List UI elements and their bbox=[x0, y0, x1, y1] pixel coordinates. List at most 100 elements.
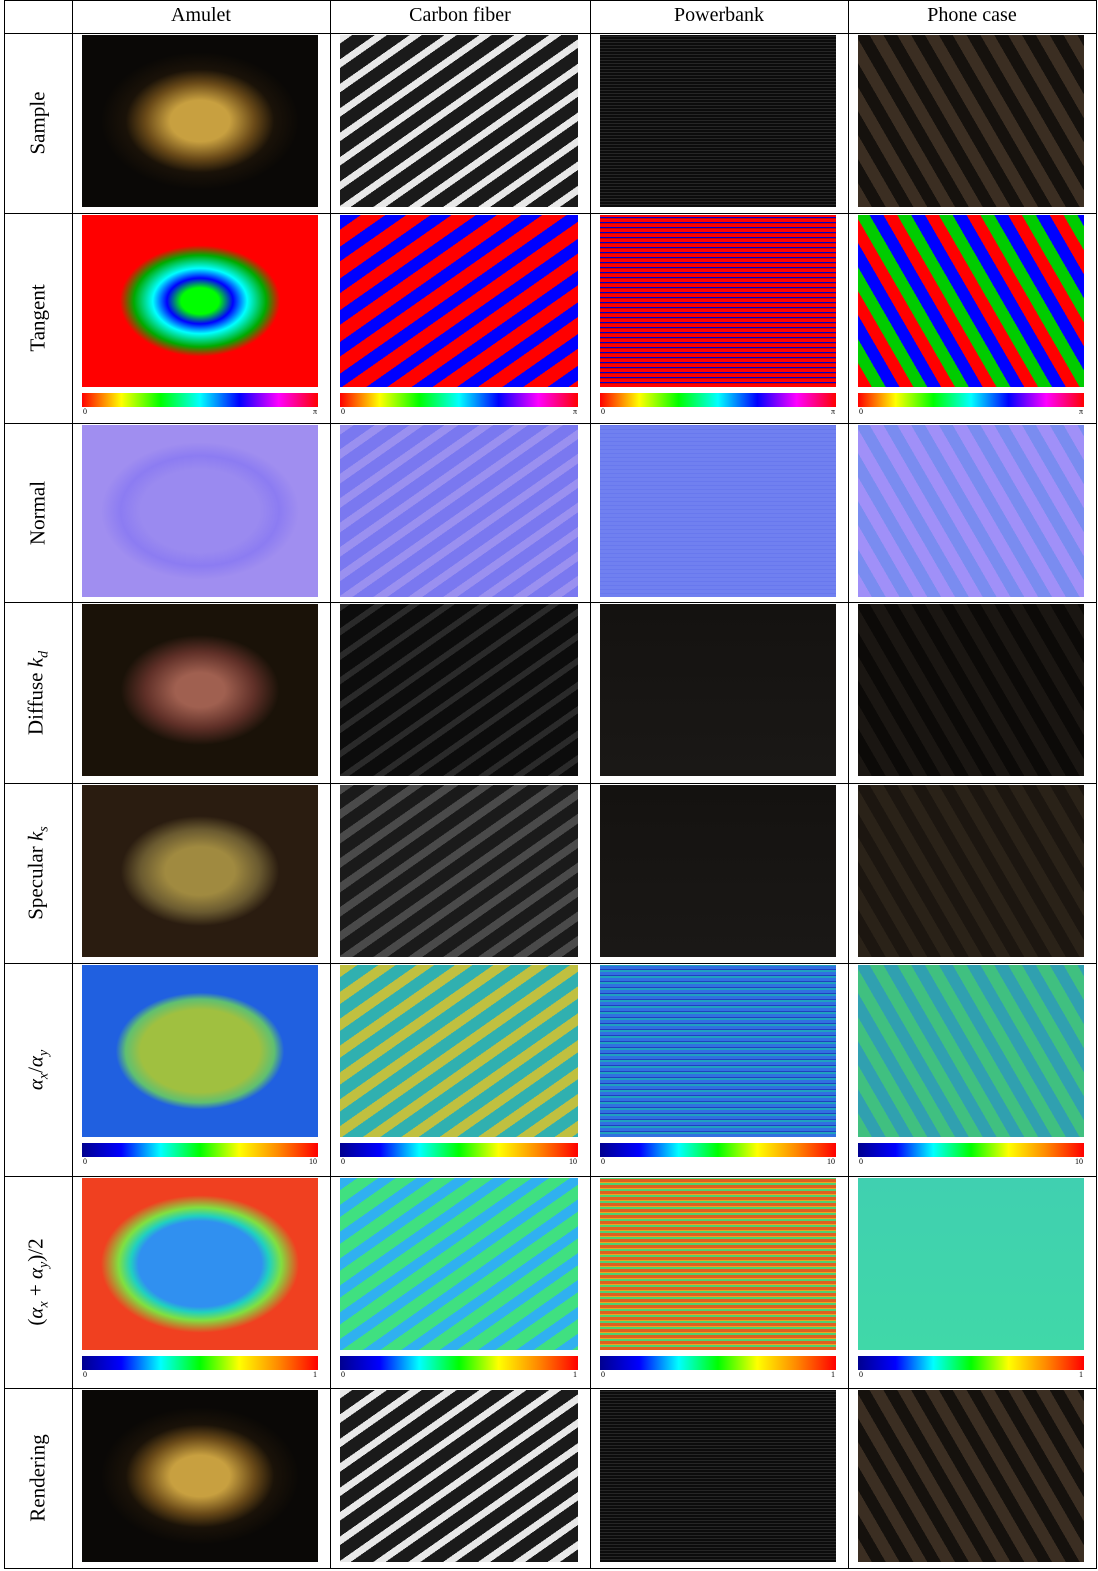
column-header: Carbon fiber bbox=[409, 4, 511, 26]
material-map-image bbox=[82, 604, 318, 776]
material-map-image bbox=[82, 785, 318, 957]
material-map-image bbox=[600, 785, 836, 957]
row-label-part: Specular bbox=[23, 841, 48, 920]
colorbar-min-label: 0 bbox=[601, 1370, 605, 1379]
colorbar-min-label: 0 bbox=[859, 407, 863, 416]
colorbar-max-label: 1 bbox=[313, 1370, 317, 1379]
column-header: Powerbank bbox=[674, 4, 764, 26]
colorbar-min-label: 0 bbox=[859, 1370, 863, 1379]
material-map-image bbox=[600, 215, 836, 387]
row-label-part: + bbox=[23, 1278, 48, 1302]
material-map-image bbox=[858, 35, 1084, 207]
row-label-part: k bbox=[23, 831, 48, 842]
colorbar-min-label: 0 bbox=[341, 407, 345, 416]
material-map-image bbox=[82, 215, 318, 387]
row-label-part: y bbox=[36, 1261, 52, 1268]
colorbar bbox=[340, 1356, 578, 1370]
col-line bbox=[4, 0, 5, 1569]
colorbar-min-label: 0 bbox=[83, 1157, 87, 1166]
material-map-image bbox=[858, 604, 1084, 776]
material-map-image bbox=[340, 1390, 578, 1562]
colorbar-max-label: 1 bbox=[573, 1370, 577, 1379]
colorbar-max-label: 1 bbox=[1079, 1370, 1083, 1379]
material-map-image bbox=[600, 604, 836, 776]
material-map-image bbox=[340, 785, 578, 957]
row-label: Tangent bbox=[26, 284, 51, 351]
row-label-part: Rendering bbox=[25, 1434, 50, 1522]
material-map-image bbox=[340, 35, 578, 207]
row-label: Normal bbox=[26, 480, 51, 544]
material-map-image bbox=[340, 965, 578, 1137]
row-line bbox=[4, 963, 1096, 964]
material-map-image bbox=[858, 1390, 1084, 1562]
colorbar bbox=[340, 1143, 578, 1157]
colorbar-min-label: 0 bbox=[601, 1157, 605, 1166]
colorbar bbox=[858, 1143, 1084, 1157]
row-line bbox=[4, 1388, 1096, 1389]
material-map-image bbox=[600, 1178, 836, 1350]
colorbar bbox=[600, 393, 836, 407]
row-label-part: α bbox=[23, 1267, 48, 1279]
row-label-part: y bbox=[36, 1049, 52, 1056]
row-label-part: α bbox=[23, 1078, 48, 1090]
colorbar-max-label: 10 bbox=[569, 1157, 577, 1166]
colorbar-max-label: 1 bbox=[831, 1370, 835, 1379]
material-map-image bbox=[82, 35, 318, 207]
material-map-image bbox=[600, 425, 836, 597]
row-label-part: / bbox=[23, 1066, 48, 1073]
colorbar bbox=[82, 1143, 318, 1157]
row-label: Specular ks bbox=[24, 826, 53, 920]
material-map-image bbox=[600, 35, 836, 207]
colorbar bbox=[858, 1356, 1084, 1370]
material-map-image bbox=[82, 965, 318, 1137]
row-label-part: x bbox=[36, 1072, 52, 1079]
colorbar-min-label: 0 bbox=[859, 1157, 863, 1166]
row-line bbox=[4, 213, 1096, 214]
row-label: (αx + αy)/2 bbox=[24, 1238, 53, 1325]
colorbar-max-label: 10 bbox=[309, 1157, 317, 1166]
material-map-image bbox=[858, 215, 1084, 387]
colorbar bbox=[858, 393, 1084, 407]
colorbar-min-label: 0 bbox=[341, 1370, 345, 1379]
material-map-image bbox=[340, 425, 578, 597]
material-map-image bbox=[858, 1178, 1084, 1350]
column-header: Amulet bbox=[171, 4, 231, 26]
row-label-part: )/2 bbox=[23, 1238, 48, 1262]
colorbar-min-label: 0 bbox=[341, 1157, 345, 1166]
colorbar-max-label: π bbox=[1078, 407, 1083, 416]
colorbar-min-label: 0 bbox=[83, 407, 87, 416]
colorbar bbox=[600, 1356, 836, 1370]
colorbar-max-label: π bbox=[312, 407, 317, 416]
row-line bbox=[4, 602, 1096, 603]
material-map-image bbox=[858, 785, 1084, 957]
row-label-part: Normal bbox=[25, 480, 50, 545]
colorbar bbox=[82, 393, 318, 407]
row-label-part: Sample bbox=[25, 91, 50, 155]
colorbar bbox=[82, 1356, 318, 1370]
row-label: Rendering bbox=[26, 1434, 51, 1521]
row-label-part: s bbox=[36, 826, 52, 832]
row-line bbox=[4, 1176, 1096, 1177]
colorbar-max-label: π bbox=[572, 407, 577, 416]
colorbar-min-label: 0 bbox=[83, 1370, 87, 1379]
row-label-part: d bbox=[36, 650, 52, 658]
row-label-part: Tangent bbox=[25, 284, 50, 352]
row-line bbox=[4, 783, 1096, 784]
col-line bbox=[848, 0, 849, 1569]
row-label-part: x bbox=[36, 1301, 52, 1308]
row-line bbox=[4, 1568, 1096, 1569]
colorbar-max-label: 10 bbox=[827, 1157, 835, 1166]
material-map-image bbox=[82, 1178, 318, 1350]
row-label-part: α bbox=[23, 1307, 48, 1319]
colorbar-max-label: π bbox=[830, 407, 835, 416]
col-line bbox=[1096, 0, 1097, 1569]
material-map-image bbox=[82, 1390, 318, 1562]
material-map-image bbox=[858, 965, 1084, 1137]
material-map-image bbox=[340, 215, 578, 387]
colorbar bbox=[340, 393, 578, 407]
colorbar-max-label: 10 bbox=[1075, 1157, 1083, 1166]
column-header: Phone case bbox=[927, 4, 1017, 26]
material-map-image bbox=[340, 1178, 578, 1350]
row-label-part: ( bbox=[23, 1318, 48, 1326]
